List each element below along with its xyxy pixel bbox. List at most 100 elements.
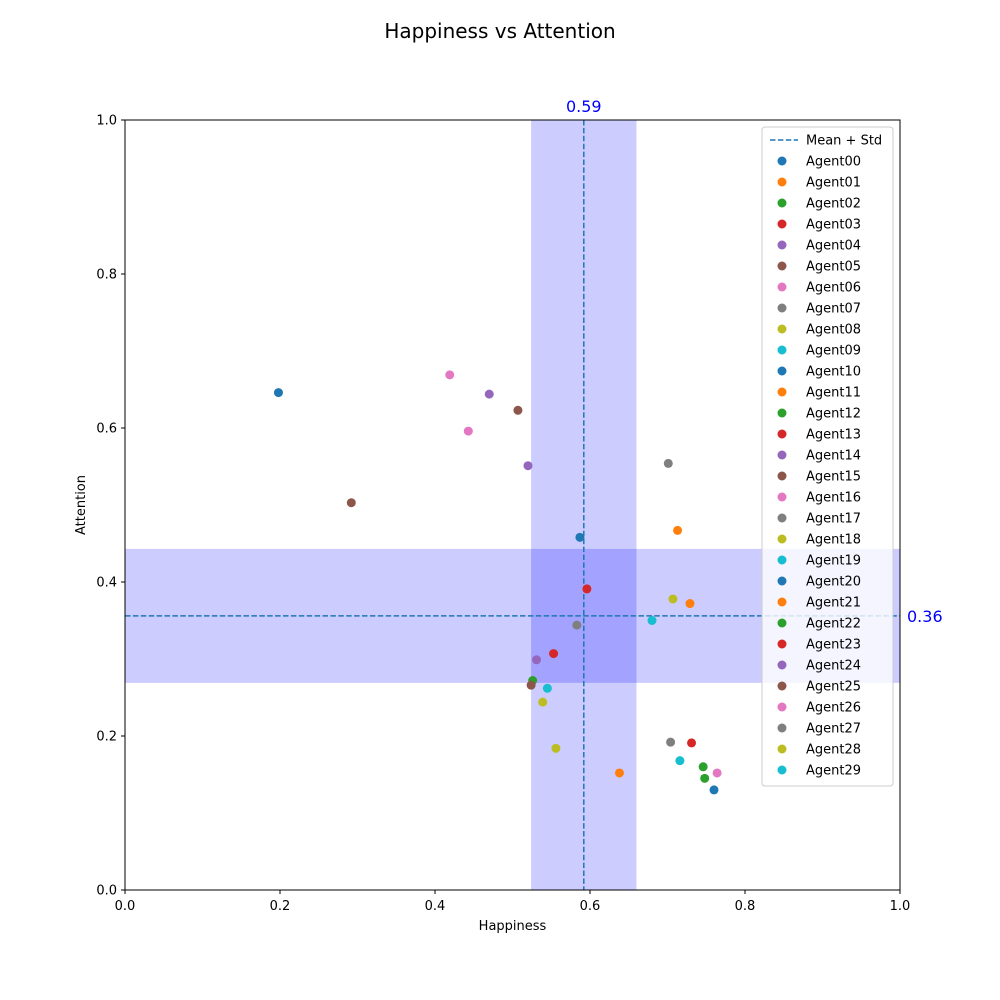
legend-label-agent08: Agent08 <box>806 323 861 338</box>
y-tick-label: 1.0 <box>96 114 117 129</box>
x-tick-label: 0.8 <box>735 899 756 914</box>
point-agent02 <box>698 762 708 772</box>
legend-label-agent09: Agent09 <box>806 344 861 359</box>
y-tick-label: 0.6 <box>96 422 117 437</box>
y-tick-label: 0.8 <box>96 268 117 283</box>
point-agent12 <box>700 773 710 783</box>
legend-label-agent26: Agent26 <box>806 701 861 716</box>
legend-marker-agent21 <box>777 597 787 607</box>
legend-label-agent28: Agent28 <box>806 743 861 758</box>
point-agent00 <box>709 785 719 795</box>
legend-label-agent05: Agent05 <box>806 260 861 275</box>
point-agent17 <box>666 737 676 747</box>
legend-marker-agent23 <box>777 639 787 649</box>
point-agent14 <box>523 461 533 471</box>
y-axis-label: Attention <box>74 475 89 535</box>
point-agent01 <box>673 525 683 535</box>
x-tick-label: 0.6 <box>580 899 601 914</box>
chart-title: Happiness vs Attention <box>384 19 615 43</box>
legend-label-agent10: Agent10 <box>806 365 861 380</box>
legend-label-mean: Mean + Std <box>806 134 882 149</box>
legend-label-agent01: Agent01 <box>806 176 861 191</box>
point-agent21 <box>685 599 695 609</box>
point-agent24 <box>532 655 542 665</box>
legend-marker-agent17 <box>777 513 787 523</box>
legend-label-agent21: Agent21 <box>806 596 861 611</box>
point-agent28 <box>551 743 561 753</box>
x-axis-label: Happiness <box>479 919 547 934</box>
y-tick-label: 0.0 <box>96 884 117 899</box>
legend-label-agent22: Agent22 <box>806 617 861 632</box>
point-agent09 <box>647 616 657 625</box>
legend-label-agent29: Agent29 <box>806 764 861 779</box>
point-agent06 <box>463 426 473 436</box>
legend-marker-agent05 <box>777 261 787 271</box>
legend-label-agent23: Agent23 <box>806 638 861 653</box>
plot-frame <box>124 119 901 891</box>
legend-marker-agent04 <box>777 240 787 250</box>
point-agent18 <box>538 697 548 707</box>
legend-marker-agent09 <box>777 345 787 355</box>
legend-label-agent16: Agent16 <box>806 491 861 506</box>
legend-marker-agent08 <box>777 324 787 334</box>
legend-label-agent06: Agent06 <box>806 281 861 296</box>
point-agent10 <box>273 388 283 398</box>
legend: Mean + Std Agent00 Agent01 Agent02 Agent03 Ag… <box>761 126 894 787</box>
mean-x-label: 0.59 <box>566 97 602 116</box>
legend-marker-agent03 <box>777 219 787 229</box>
legend-marker-agent26 <box>777 702 787 712</box>
legend-marker-agent00 <box>777 156 787 166</box>
point-agent26 <box>712 768 722 778</box>
legend-marker-agent13 <box>777 429 787 439</box>
x-tick-label: 1.0 <box>890 899 911 914</box>
legend-label-agent27: Agent27 <box>806 722 861 737</box>
legend-marker-agent02 <box>777 198 787 208</box>
legend-marker-agent19 <box>777 555 787 565</box>
legend-marker-agent22 <box>777 618 787 628</box>
point-agent03 <box>582 584 592 594</box>
legend-marker-agent01 <box>777 177 787 187</box>
legend-marker-agent11 <box>777 387 787 397</box>
y-tick-label: 0.2 <box>96 730 117 745</box>
mean-lines <box>125 120 900 890</box>
point-agent16 <box>445 370 455 380</box>
legend-marker-agent28 <box>777 744 787 754</box>
legend-label-agent15: Agent15 <box>806 470 861 485</box>
legend-label-agent20: Agent20 <box>806 575 861 590</box>
point-agent23 <box>549 649 559 659</box>
legend-marker-agent24 <box>777 660 787 670</box>
legend-marker-agent06 <box>777 282 787 292</box>
legend-label-agent14: Agent14 <box>806 449 861 464</box>
legend-marker-agent29 <box>777 765 787 775</box>
point-agent13 <box>687 738 697 748</box>
point-agent27 <box>572 620 582 630</box>
x-tick-label: 0.4 <box>425 899 446 914</box>
mean-y-label: 0.36 <box>907 607 943 626</box>
legend-marker-agent27 <box>777 723 787 733</box>
point-agent08 <box>668 594 678 604</box>
legend-marker-agent14 <box>777 450 787 460</box>
legend-label-agent02: Agent02 <box>806 197 861 212</box>
legend-label-agent04: Agent04 <box>806 239 861 254</box>
legend-marker-agent15 <box>777 471 787 481</box>
point-agent19 <box>675 756 685 766</box>
point-agent25 <box>526 680 536 690</box>
x-tick-label: 0.0 <box>115 899 136 914</box>
legend-label-agent25: Agent25 <box>806 680 861 695</box>
point-agent15 <box>346 498 356 508</box>
legend-marker-agent18 <box>777 534 787 544</box>
legend-marker-agent12 <box>777 408 787 418</box>
point-agent05 <box>513 405 523 415</box>
legend-label-agent19: Agent19 <box>806 554 861 569</box>
legend-box <box>761 126 894 787</box>
y-axis-ticks: 0.0 0.2 0.4 0.6 0.8 1.0 <box>96 114 125 899</box>
x-axis-ticks: 0.0 0.2 0.4 0.6 0.8 1.0 <box>115 890 911 914</box>
legend-marker-agent07 <box>777 303 787 313</box>
point-agent29 <box>542 683 552 693</box>
legend-marker-agent20 <box>777 576 787 586</box>
data-points <box>273 370 722 795</box>
legend-label-agent07: Agent07 <box>806 302 861 317</box>
point-agent07 <box>663 458 673 468</box>
legend-label-agent03: Agent03 <box>806 218 861 233</box>
